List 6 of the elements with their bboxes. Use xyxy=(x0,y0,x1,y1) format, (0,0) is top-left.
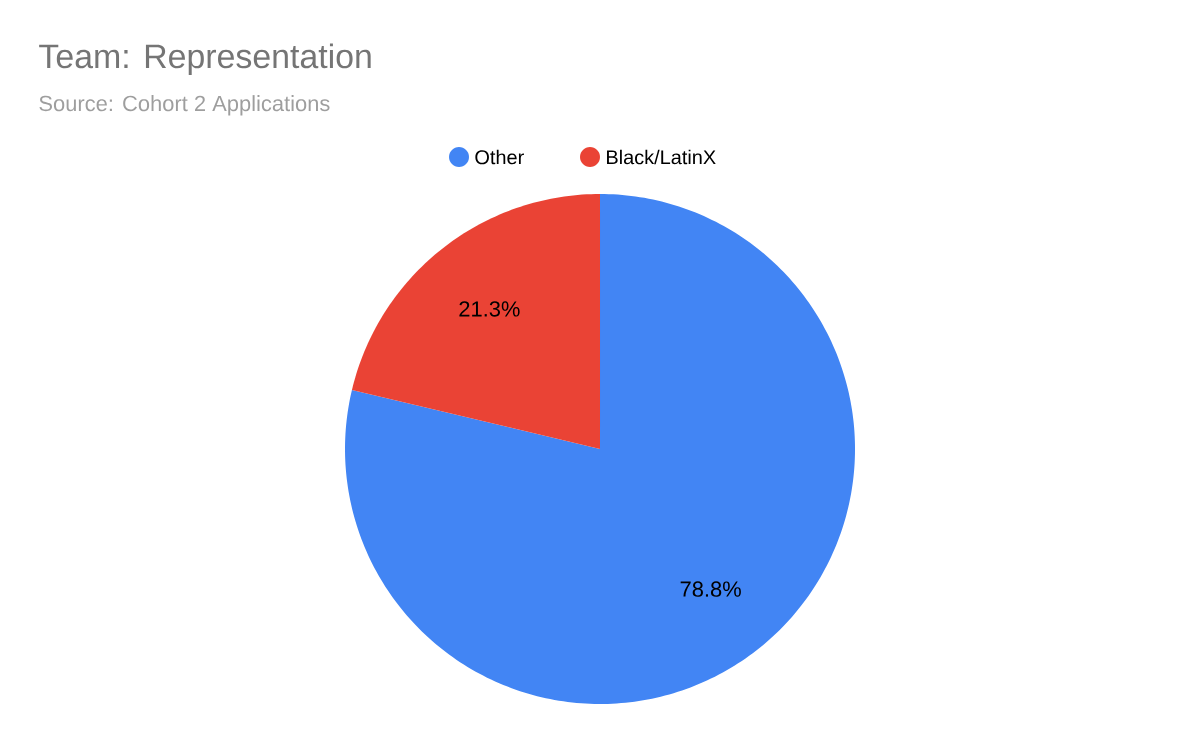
legend-label: Other xyxy=(475,149,524,165)
chart-title: Team: Representation xyxy=(39,43,371,76)
chart-subtitle: Source: Cohort 2 Applications xyxy=(39,95,330,116)
legend-label: Black/LatinX xyxy=(607,149,716,165)
data-label: 78.8% xyxy=(680,581,741,597)
data-label: 21.3% xyxy=(459,301,520,317)
